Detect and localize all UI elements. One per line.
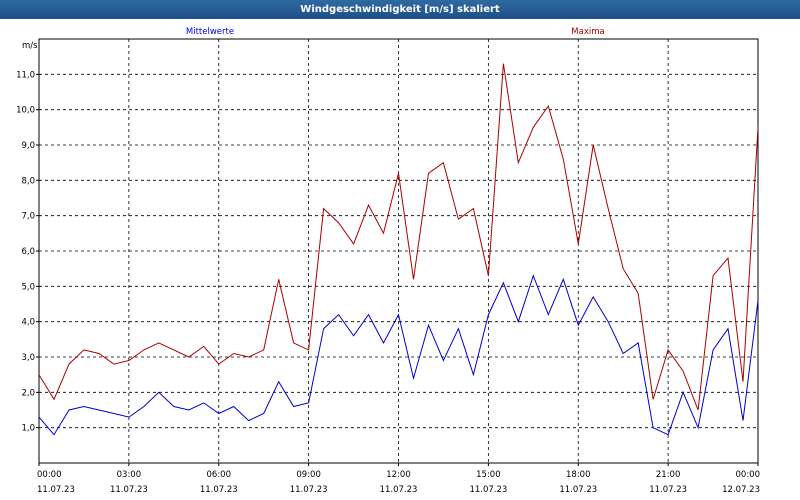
x-tick-time: 15:00 <box>476 470 501 480</box>
x-tick-date: 11.07.23 <box>559 485 597 495</box>
series-group <box>38 63 759 436</box>
x-tick-time: 00:00 <box>736 470 761 480</box>
x-tick-time: 12:00 <box>386 470 411 480</box>
x-axis-ticks: 00:00 11.07.23 03:00 11.07.23 06:00 11.07.23 0… <box>37 463 760 495</box>
series-line-mittelwerte <box>38 274 759 436</box>
y-tick-label: 2,0 <box>21 388 35 398</box>
x-tick-date: 12.07.23 <box>722 485 760 495</box>
y-tick-label: 5,0 <box>21 282 35 292</box>
x-tick-time: 00:00 <box>37 470 62 480</box>
x-tick-time: 18:00 <box>566 470 591 480</box>
y-axis-label: m/s <box>22 41 38 51</box>
y-tick-label: 11,0 <box>16 70 35 80</box>
y-axis-ticks: 1,0 2,0 3,0 4,0 5,0 6,0 7,0 8,0 9,0 10,0 11,0 <box>16 70 39 434</box>
y-tick-label: 1,0 <box>21 424 35 434</box>
y-tick-label: 3,0 <box>21 353 35 363</box>
x-tick-date: 11.07.23 <box>200 485 238 495</box>
x-tick-time: 09:00 <box>296 470 321 480</box>
legend-item-mittelwerte: Mittelwerte <box>186 27 234 37</box>
x-tick-date: 11.07.23 <box>380 485 418 495</box>
x-tick-time: 21:00 <box>656 470 681 480</box>
wind-speed-chart: 1,0 2,0 3,0 4,0 5,0 6,0 7,0 8,0 9,0 10,0 11,0 00:0… <box>0 19 800 500</box>
x-tick-time: 06:00 <box>207 470 232 480</box>
grid <box>39 39 758 463</box>
x-tick-date: 11.07.23 <box>649 485 687 495</box>
series-line-maxima <box>38 63 759 411</box>
x-tick-time: 03:00 <box>117 470 142 480</box>
x-tick-date: 11.07.23 <box>110 485 148 495</box>
x-tick-date: 11.07.23 <box>469 485 507 495</box>
y-tick-label: 10,0 <box>16 106 35 116</box>
legend-item-maxima: Maxima <box>571 27 604 37</box>
window-title: Windgeschwindigkeit [m/s] skaliert <box>0 0 800 19</box>
y-tick-label: 7,0 <box>21 212 35 222</box>
x-tick-date: 11.07.23 <box>37 485 75 495</box>
y-tick-label: 6,0 <box>21 247 35 257</box>
y-tick-label: 4,0 <box>21 318 35 328</box>
y-tick-label: 9,0 <box>21 141 35 151</box>
x-tick-date: 11.07.23 <box>290 485 328 495</box>
y-tick-label: 8,0 <box>21 176 35 186</box>
